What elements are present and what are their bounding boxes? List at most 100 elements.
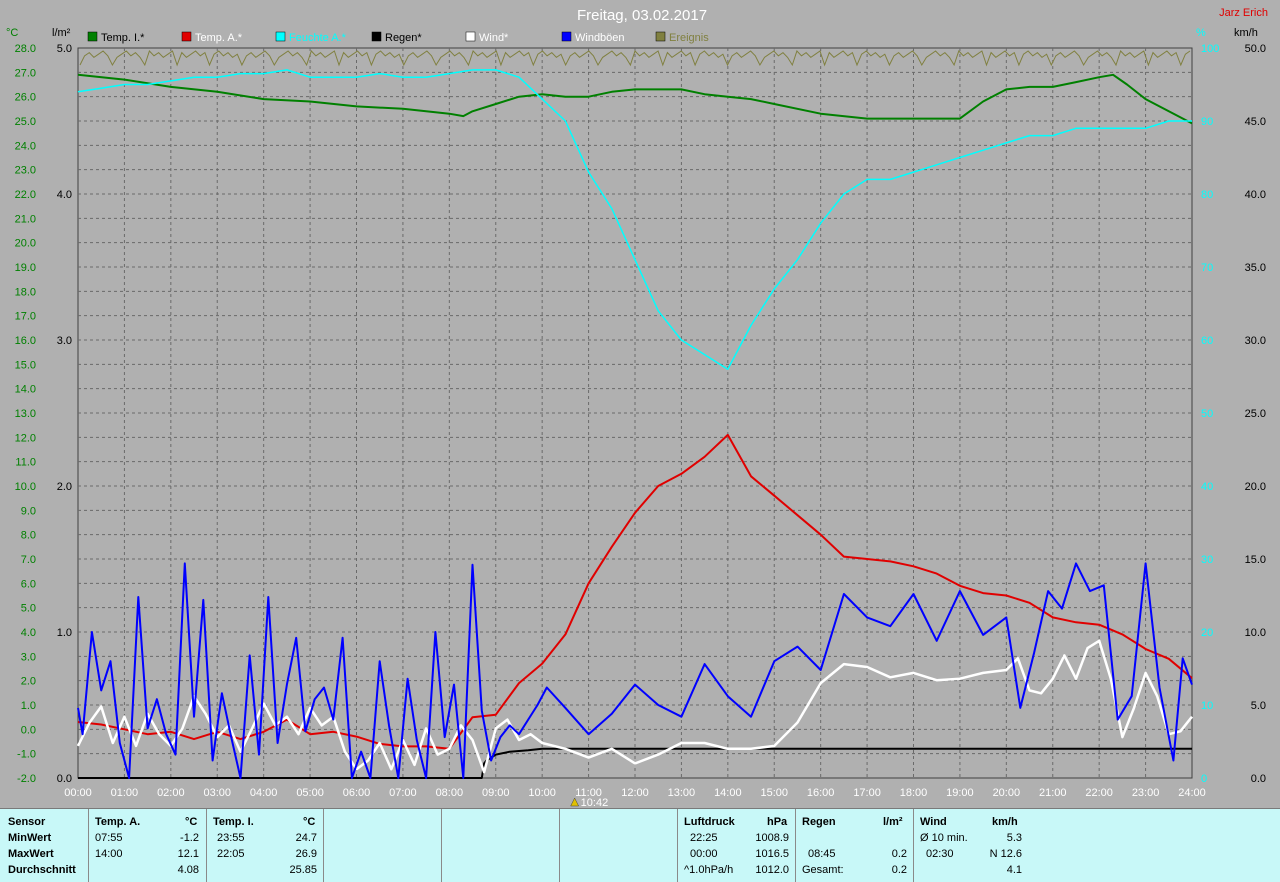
wind-tick-label: 45.0 bbox=[1245, 116, 1266, 128]
temp-tick-label: 15.0 bbox=[15, 359, 36, 371]
x-tick-label: 12:00 bbox=[621, 787, 649, 799]
x-tick-label: 08:00 bbox=[436, 787, 464, 799]
x-tick-label: 09:00 bbox=[482, 787, 510, 799]
temp-tick-label: 12.0 bbox=[15, 432, 36, 444]
table-divider bbox=[88, 809, 89, 882]
table-divider bbox=[677, 809, 678, 882]
series-line-temp-i bbox=[77, 73, 1193, 125]
temp-a-max-time: 14:00 bbox=[95, 848, 123, 860]
wind-avg-value: 5.3 bbox=[1006, 832, 1022, 844]
temp-tick-label: 8.0 bbox=[21, 530, 36, 542]
temp-i-min-time: 23:55 bbox=[217, 832, 245, 844]
event-marker-label: 10:42 bbox=[581, 797, 609, 808]
rain-unit-label: l/m² bbox=[52, 27, 71, 39]
temp-tick-label: 18.0 bbox=[15, 286, 36, 298]
table-divider bbox=[323, 809, 324, 882]
humidity-tick-label: 100 bbox=[1201, 43, 1219, 55]
temp-tick-label: 21.0 bbox=[15, 213, 36, 225]
rain-tick-label: 3.0 bbox=[57, 335, 72, 347]
wind-tick-label: 5.0 bbox=[1251, 700, 1266, 712]
series-line-wind bbox=[76, 639, 1193, 774]
event-marker-icon bbox=[570, 797, 580, 807]
pressure-trend-value: 1012.0 bbox=[755, 864, 789, 876]
humidity-tick-label: 0 bbox=[1201, 773, 1207, 785]
legend-swatch bbox=[561, 31, 572, 42]
temp-i-header: Temp. I. bbox=[213, 816, 254, 828]
x-tick-label: 00:00 bbox=[64, 787, 92, 799]
x-tick-label: 13:00 bbox=[668, 787, 696, 799]
humidity-tick-label: 40 bbox=[1201, 481, 1213, 493]
rain-tick-label: 4.0 bbox=[57, 189, 72, 201]
rain-tick-label: 5.0 bbox=[57, 43, 72, 55]
wind-tick-label: 50.0 bbox=[1245, 43, 1266, 55]
temp-tick-label: 1.0 bbox=[21, 700, 36, 712]
temp-i-max-value: 26.9 bbox=[295, 848, 317, 860]
legend-swatch bbox=[655, 31, 666, 42]
temp-tick-label: 26.0 bbox=[15, 92, 36, 104]
temp-tick-label: 9.0 bbox=[21, 505, 36, 517]
humidity-tick-label: 20 bbox=[1201, 627, 1213, 639]
temp-tick-label: 17.0 bbox=[15, 311, 36, 323]
x-tick-label: 18:00 bbox=[900, 787, 928, 799]
pressure-max-time: 00:00 bbox=[690, 848, 718, 860]
pressure-unit: hPa bbox=[767, 816, 788, 828]
temp-a-header: Temp. A. bbox=[95, 816, 141, 828]
temp-tick-label: 13.0 bbox=[15, 408, 36, 420]
temp-tick-label: 7.0 bbox=[21, 554, 36, 566]
x-tick-label: 21:00 bbox=[1039, 787, 1067, 799]
temp-i-min-value: 24.7 bbox=[295, 832, 317, 844]
temp-tick-label: 0.0 bbox=[21, 724, 36, 736]
temp-a-unit: °C bbox=[185, 816, 198, 828]
wind-tick-label: 35.0 bbox=[1245, 262, 1266, 274]
x-tick-label: 04:00 bbox=[250, 787, 278, 799]
legend-label: Regen* bbox=[385, 32, 422, 44]
pressure-max-value: 1016.5 bbox=[755, 848, 789, 860]
legend-swatch bbox=[87, 31, 98, 42]
humidity-unit-label: % bbox=[1196, 27, 1206, 39]
x-tick-label: 07:00 bbox=[389, 787, 417, 799]
pressure-min-time: 22:25 bbox=[690, 832, 718, 844]
humidity-tick-label: 80 bbox=[1201, 189, 1213, 201]
wind-tick-label: 15.0 bbox=[1245, 554, 1266, 566]
temp-tick-label: 10.0 bbox=[15, 481, 36, 493]
weather-chart: 00:00 01:00 02:00 03:00 04:00 05:00 06:00 07:00… bbox=[6, 7, 1268, 808]
legend-swatch bbox=[465, 31, 476, 42]
temp-tick-label: -2.0 bbox=[17, 773, 36, 785]
humidity-tick-label: 60 bbox=[1201, 335, 1213, 347]
wind-avg-label: Ø 10 min. bbox=[920, 832, 968, 844]
wind-unit-label: km/h bbox=[1234, 27, 1258, 39]
event-series-line bbox=[79, 50, 1191, 67]
x-tick-label: 05:00 bbox=[296, 787, 324, 799]
wind-tick-label: 10.0 bbox=[1245, 627, 1266, 639]
rain-tick-label: 0.0 bbox=[57, 773, 72, 785]
wind-gust-value: N 12.6 bbox=[989, 848, 1022, 860]
temp-tick-label: 14.0 bbox=[15, 384, 36, 396]
temp-tick-label: 5.0 bbox=[21, 603, 36, 615]
x-tick-label: 16:00 bbox=[807, 787, 835, 799]
row-label-avg: Durchschnitt bbox=[8, 864, 76, 876]
rain-max-time: 08:45 bbox=[808, 848, 836, 860]
humidity-tick-label: 10 bbox=[1201, 700, 1213, 712]
row-label-min: MinWert bbox=[8, 832, 52, 844]
legend-label: Wind* bbox=[479, 32, 509, 44]
rain-tick-label: 1.0 bbox=[57, 627, 72, 639]
temp-tick-label: 28.0 bbox=[15, 43, 36, 55]
legend-swatch bbox=[181, 31, 192, 42]
x-tick-label: 14:00 bbox=[714, 787, 742, 799]
temp-unit-label: °C bbox=[6, 27, 18, 39]
wind-gust-time: 02:30 bbox=[926, 848, 954, 860]
chart-title: Freitag, 03.02.2017 bbox=[577, 7, 707, 24]
temp-i-max-time: 22:05 bbox=[217, 848, 245, 860]
table-divider bbox=[441, 809, 442, 882]
wind-tick-label: 25.0 bbox=[1245, 408, 1266, 420]
rain-total-value: 0.2 bbox=[891, 864, 907, 876]
table-divider bbox=[206, 809, 207, 882]
x-tick-label: 02:00 bbox=[157, 787, 185, 799]
temp-a-min-time: 07:55 bbox=[95, 832, 123, 844]
rain-max-value: 0.2 bbox=[891, 848, 907, 860]
x-tick-label: 24:00 bbox=[1178, 787, 1206, 799]
legend-label: Feuchte A.* bbox=[289, 32, 347, 44]
x-tick-label: 03:00 bbox=[203, 787, 231, 799]
sensor-header: Sensor bbox=[8, 816, 46, 828]
temp-tick-label: 23.0 bbox=[15, 165, 36, 177]
